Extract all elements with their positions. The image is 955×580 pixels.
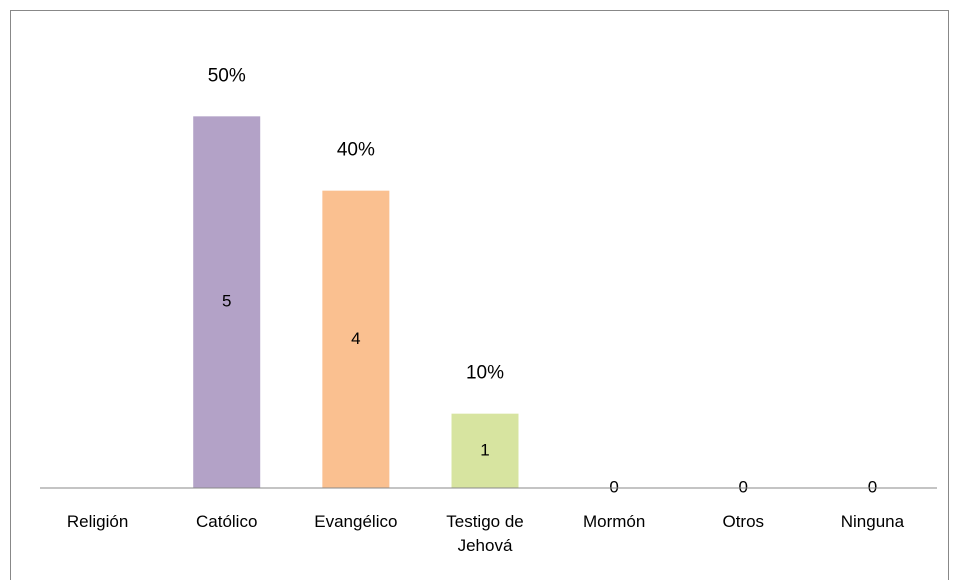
value-label: 4: [351, 329, 360, 348]
x-tick-label: Católico: [196, 512, 258, 531]
chart-border: [10, 10, 949, 580]
x-tick-label: Evangélico: [314, 512, 398, 531]
bar: [322, 190, 390, 488]
x-tick-label: Ninguna: [840, 512, 905, 531]
x-tick-label: Otros: [722, 512, 765, 531]
bar: [193, 116, 261, 488]
x-tick-label: Religión: [66, 512, 129, 531]
x-tick-label: Mormón: [582, 512, 646, 531]
x-tick-label: Testigo de Jehová: [446, 512, 524, 555]
value-label: 5: [222, 292, 231, 311]
value-label: 0: [868, 477, 877, 496]
percent-label: 40%: [337, 140, 375, 161]
value-label: 0: [739, 477, 748, 496]
percent-label: 10%: [466, 363, 504, 384]
percent-label: 50%: [208, 65, 246, 86]
value-label: 1: [480, 440, 489, 459]
bar: [451, 413, 519, 488]
value-label: 0: [609, 477, 618, 496]
